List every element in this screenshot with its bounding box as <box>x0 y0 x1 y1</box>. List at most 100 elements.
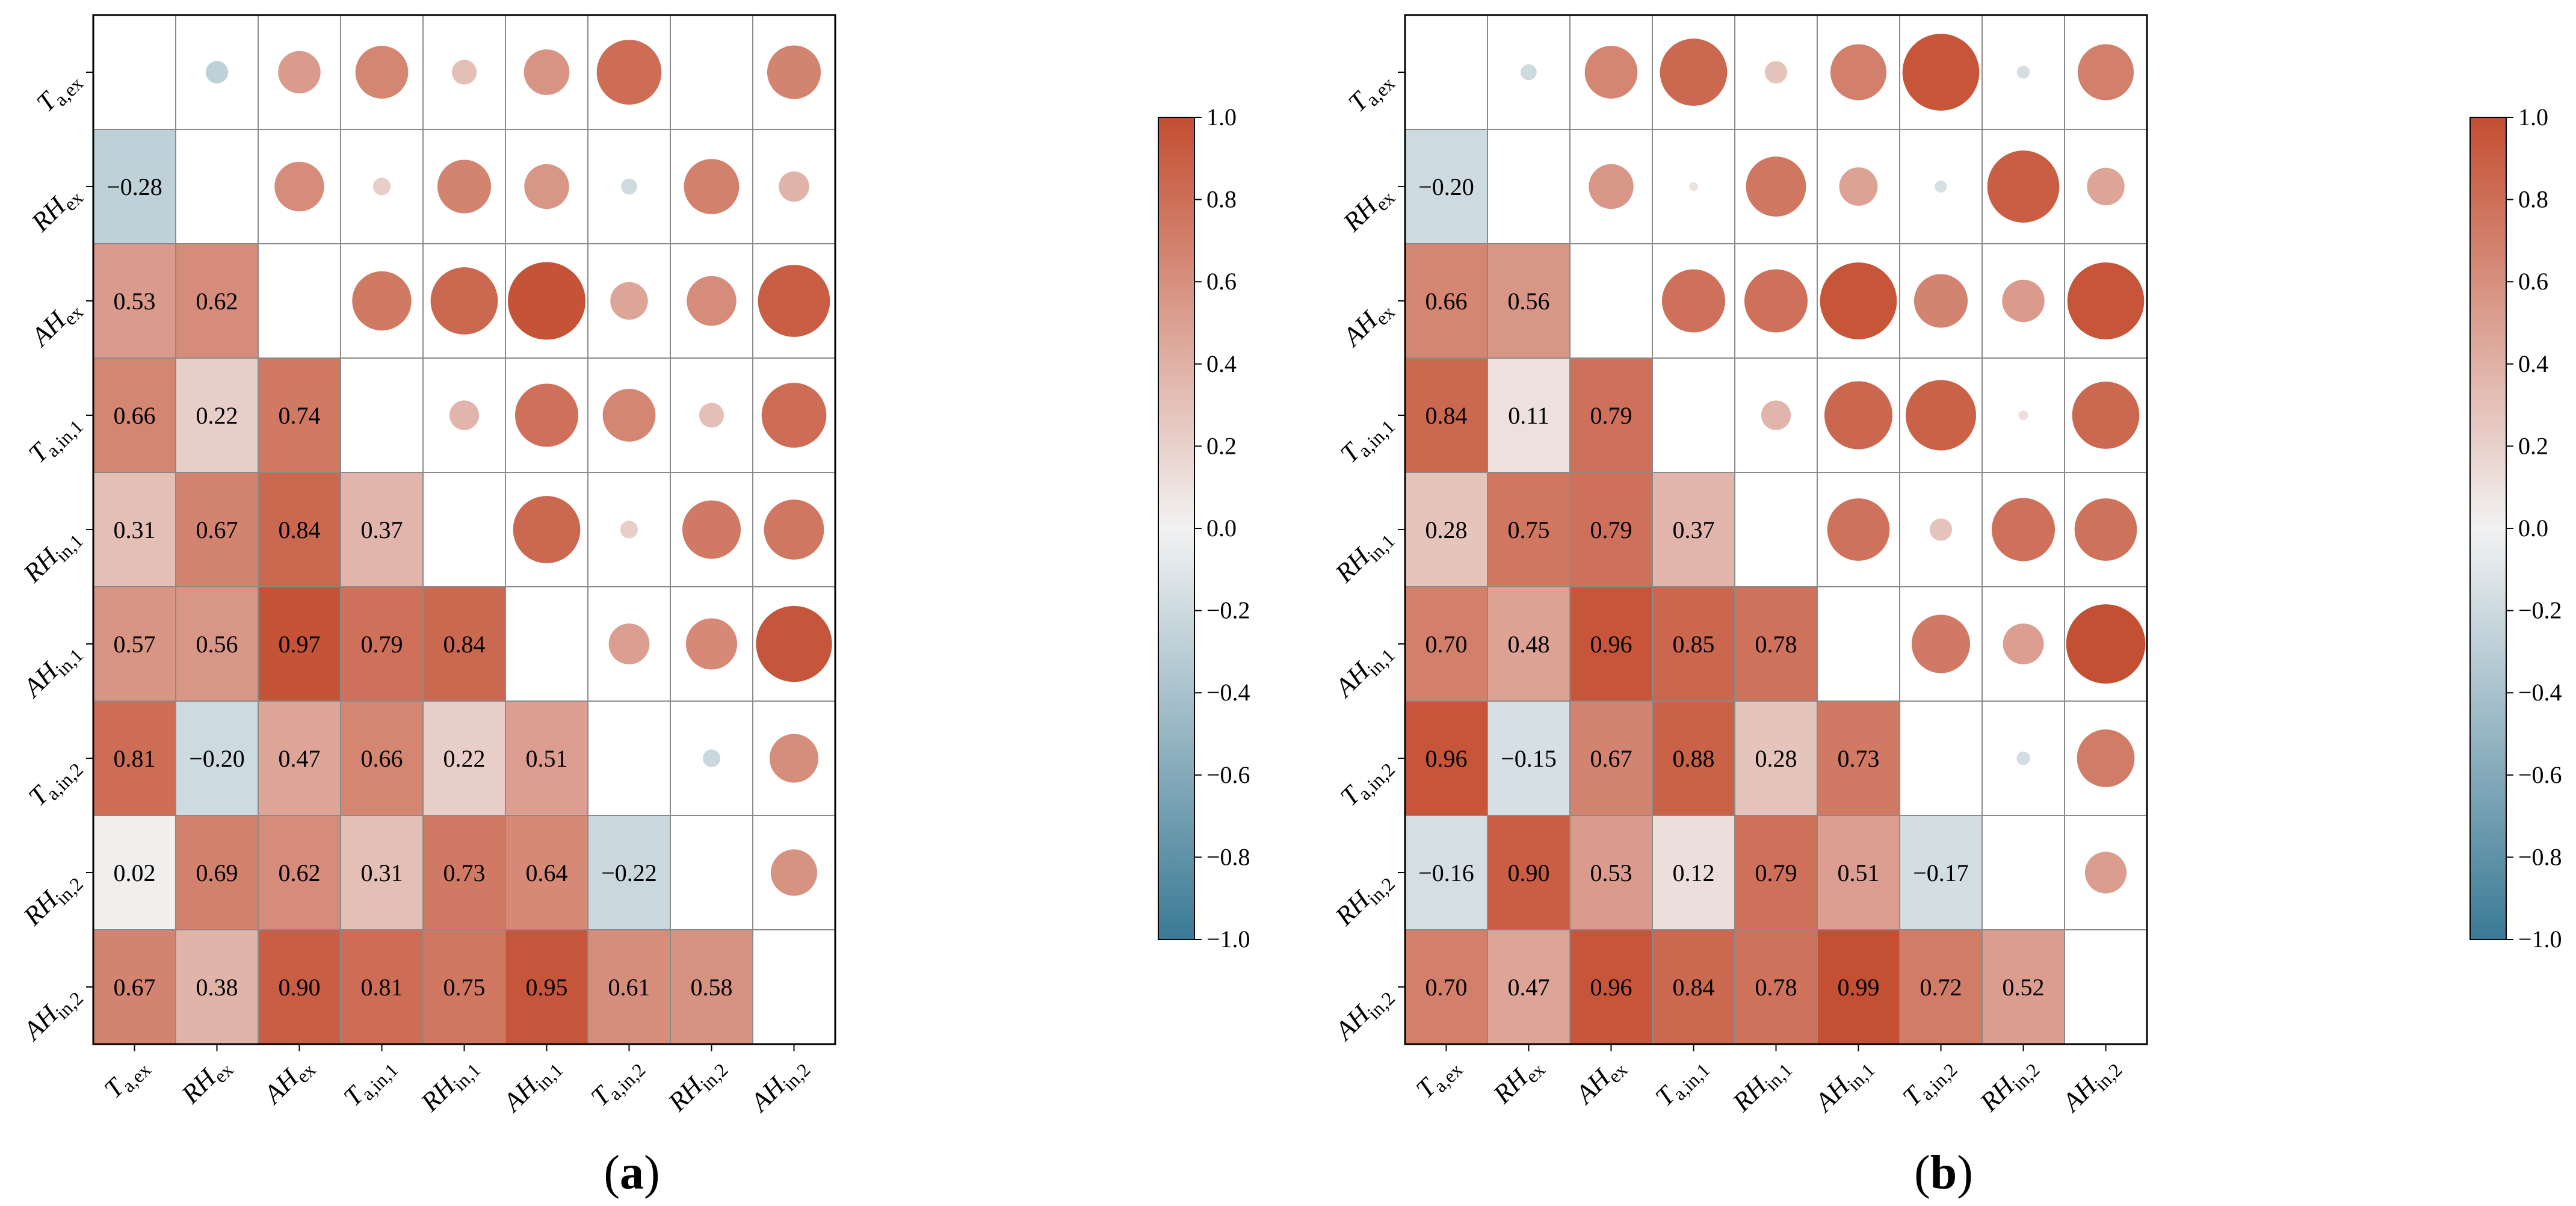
colorbar-tick-label: −0.6 <box>1206 761 1250 788</box>
heatmap-cell <box>258 929 341 1045</box>
heatmap-cell <box>1487 586 1571 702</box>
x-tick-label: RHin,1 <box>415 1050 484 1120</box>
heatmap-cell <box>93 700 176 816</box>
correlation-circle <box>596 40 662 105</box>
correlation-circle <box>699 403 724 428</box>
correlation-circle <box>1987 150 2060 223</box>
correlation-circle <box>1935 181 1947 193</box>
correlation-circle <box>1761 400 1791 430</box>
cell-value-label: 0.67 <box>1590 745 1632 772</box>
correlation-circle <box>2084 852 2127 894</box>
correlation-circle <box>2087 167 2125 206</box>
x-tick-label: Ta,in,1 <box>1649 1050 1714 1115</box>
heatmap-cell <box>1404 700 1488 816</box>
cell-value-label: 0.66 <box>114 402 156 429</box>
cell-value-label: 0.62 <box>196 288 238 315</box>
cell-value-label: 0.95 <box>526 974 568 1001</box>
y-tick-label: AHin,2 <box>16 979 87 1050</box>
heatmap-cell <box>258 472 341 587</box>
heatmap-cell <box>422 700 506 816</box>
diagonal-cell <box>422 472 506 587</box>
correlation-circle <box>514 383 579 447</box>
colorbar-tick-label: −0.8 <box>2518 843 2562 870</box>
correlation-circle <box>758 265 830 337</box>
colorbar-tick-label: 0.4 <box>1206 350 1237 377</box>
heatmap-cell <box>1734 929 1818 1045</box>
diagonal-cell <box>587 700 671 816</box>
correlation-circle <box>2018 410 2028 420</box>
cell-value-label: 0.22 <box>196 402 238 429</box>
heatmap-cell <box>1817 929 1900 1045</box>
correlation-circle <box>610 282 648 320</box>
diagonal-cell <box>1569 243 1653 359</box>
correlation-circle <box>1905 380 1977 451</box>
x-tick-label: AHin,2 <box>744 1050 815 1121</box>
cell-value-label: 0.97 <box>279 631 321 658</box>
cell-value-label: 0.38 <box>196 974 238 1001</box>
correlation-circle <box>682 500 741 559</box>
cell-value-label: 0.90 <box>279 974 321 1001</box>
cell-value-label: 0.64 <box>526 859 568 886</box>
cell-value-label: 0.67 <box>196 516 238 543</box>
diagonal-cell <box>175 129 259 244</box>
diagonal-cell <box>1981 815 2065 930</box>
colorbar-tick-label: 0.8 <box>1206 186 1237 213</box>
heatmap-cell <box>1652 586 1735 702</box>
diagonal-cell <box>93 14 176 130</box>
diagonal-cell <box>670 815 753 930</box>
cell-value-label: 0.84 <box>279 516 321 543</box>
correlation-circle <box>756 605 832 682</box>
heatmap-cell <box>1734 586 1818 702</box>
heatmap-cell <box>1569 700 1653 816</box>
diagonal-cell <box>1487 129 1571 244</box>
y-tick-label: RHin,2 <box>17 864 87 934</box>
heatmap-cell <box>93 243 176 359</box>
cell-value-label: 0.79 <box>1755 859 1797 886</box>
colorbar-tick-label: 0.0 <box>2518 515 2548 542</box>
correlation-circle <box>1746 156 1806 217</box>
cell-value-label: 0.67 <box>114 974 156 1001</box>
cell-value-label: 0.96 <box>1590 974 1632 1001</box>
upper-cell <box>752 14 836 130</box>
heatmap-cell <box>670 929 753 1045</box>
diagonal-cell <box>340 357 424 473</box>
x-tick-label: Ta,in,1 <box>338 1050 402 1115</box>
correlation-circle <box>702 749 721 767</box>
cell-value-label: 0.53 <box>114 288 156 315</box>
cell-value-label: 0.66 <box>361 745 403 772</box>
x-tick-label: Ta,ex <box>1410 1050 1467 1107</box>
cell-value-label: 0.73 <box>443 859 486 886</box>
heatmap-cell <box>258 815 341 930</box>
cell-value-label: 0.11 <box>1508 402 1549 429</box>
correlation-circle <box>767 45 821 99</box>
correlation-circle <box>355 46 409 99</box>
correlation-circle <box>1521 64 1537 81</box>
x-tick-label: AHex <box>1569 1050 1632 1113</box>
heatmap-cell <box>175 586 259 702</box>
cell-value-label: 0.84 <box>443 631 486 658</box>
correlation-circle <box>1911 614 1971 673</box>
heatmap-cell <box>422 929 506 1045</box>
cell-value-label: 0.31 <box>114 516 156 543</box>
correlation-circle <box>2077 729 2135 787</box>
correlation-circle <box>621 178 637 195</box>
cell-value-label: 0.79 <box>361 631 403 658</box>
correlation-circle <box>1820 262 1897 339</box>
correlation-circle <box>685 618 738 670</box>
cell-value-label: 0.52 <box>2003 974 2045 1001</box>
cell-value-label: 0.85 <box>1673 631 1715 658</box>
cell-value-label: −0.16 <box>1418 859 1474 886</box>
y-tick-label: Ta,in,1 <box>1335 407 1399 471</box>
y-tick-label: Ta,in,2 <box>1335 750 1399 814</box>
cell-value-label: 0.74 <box>279 402 321 429</box>
heatmap-cell <box>1981 929 2065 1045</box>
heatmap-cell <box>1899 815 1983 930</box>
correlation-circle <box>770 849 818 896</box>
diagonal-cell <box>752 929 836 1045</box>
cell-value-label: 0.48 <box>1508 631 1550 658</box>
x-tick-label: RHin,2 <box>662 1050 732 1120</box>
y-tick-label: RHex <box>1337 178 1399 240</box>
cell-value-label: 0.81 <box>114 745 156 772</box>
cell-value-label: 0.99 <box>1838 974 1880 1001</box>
colorbar <box>1158 117 1195 940</box>
